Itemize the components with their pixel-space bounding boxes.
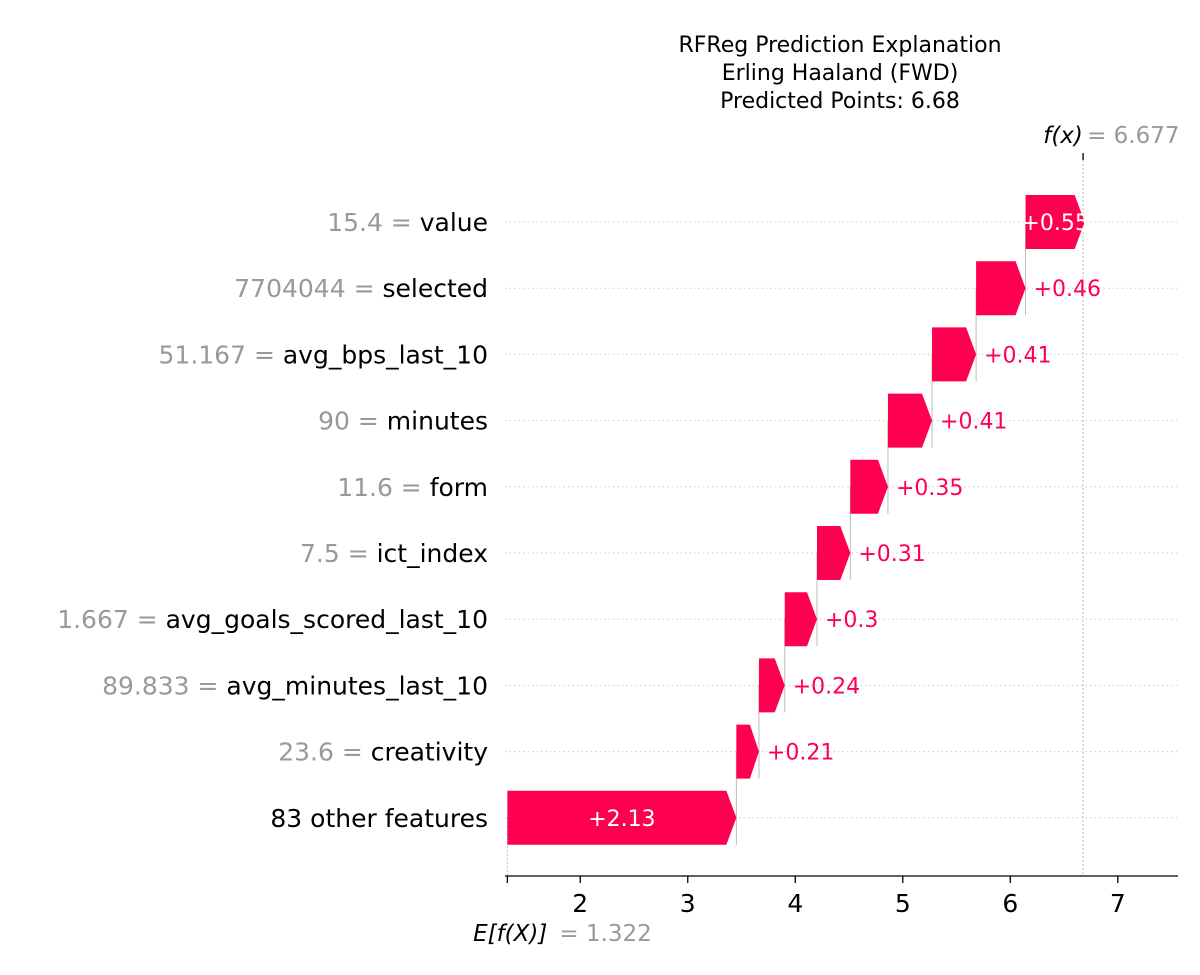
feature-label: 15.4 = value bbox=[327, 208, 488, 237]
feature-label: 23.6 = creativity bbox=[278, 738, 488, 767]
feature-label: 11.6 = form bbox=[337, 473, 488, 502]
bar-avg-goals-scored-last-10 bbox=[784, 592, 817, 647]
bar-minutes bbox=[887, 393, 933, 448]
bar-label: +0.46 bbox=[1034, 277, 1101, 302]
bar-selected bbox=[976, 261, 1026, 316]
feature-label: 89.833 = avg_minutes_last_10 bbox=[102, 671, 488, 700]
x-tick-label: 4 bbox=[787, 889, 803, 918]
x-tick-label: 3 bbox=[680, 889, 696, 918]
x-tick-label: 6 bbox=[1002, 889, 1018, 918]
feature-label: 7704044 = selected bbox=[234, 274, 488, 303]
bar-label: +0.21 bbox=[767, 741, 834, 766]
base-value-text: = 1.322 bbox=[559, 921, 651, 947]
bar-label: +0.41 bbox=[984, 343, 1051, 368]
bar-label: +0.24 bbox=[793, 674, 860, 699]
bar-label: +0.55 bbox=[1021, 211, 1088, 236]
bar-label: +0.41 bbox=[940, 410, 1007, 435]
feature-label: 83 other features bbox=[270, 804, 488, 833]
base-label: E[f(X)] bbox=[473, 921, 547, 947]
chart-title-line-1: RFReg Prediction Explanation bbox=[678, 33, 1002, 58]
x-tick-label: 5 bbox=[895, 889, 911, 918]
bar-avg-bps-last-10 bbox=[932, 327, 977, 382]
bar-creativity bbox=[736, 724, 759, 779]
feature-label: 1.667 = avg_goals_scored_last_10 bbox=[57, 605, 488, 634]
bar-form bbox=[850, 459, 888, 514]
chart-title-line-2: Erling Haaland (FWD) bbox=[721, 61, 959, 86]
bar-label: +0.3 bbox=[825, 608, 878, 633]
fx-label: f(x) bbox=[1043, 123, 1083, 149]
x-tick-label: 2 bbox=[572, 889, 588, 918]
bar-avg-minutes-last-10 bbox=[758, 658, 785, 713]
chart-title-line-3: Predicted Points: 6.68 bbox=[720, 89, 960, 114]
bar-83-other-features bbox=[507, 790, 737, 845]
feature-label: 90 = minutes bbox=[318, 407, 488, 436]
fx-value-text: = 6.677 bbox=[1087, 123, 1179, 149]
bar-label: +2.13 bbox=[588, 807, 655, 832]
bar-label: +0.35 bbox=[896, 476, 963, 501]
feature-label: 51.167 = avg_bps_last_10 bbox=[159, 340, 488, 369]
bar-label: +0.31 bbox=[858, 542, 925, 567]
bar-ict-index bbox=[816, 526, 851, 580]
bar-value bbox=[1025, 195, 1085, 249]
x-tick-label: 7 bbox=[1110, 889, 1126, 918]
feature-label: 7.5 = ict_index bbox=[300, 539, 488, 568]
